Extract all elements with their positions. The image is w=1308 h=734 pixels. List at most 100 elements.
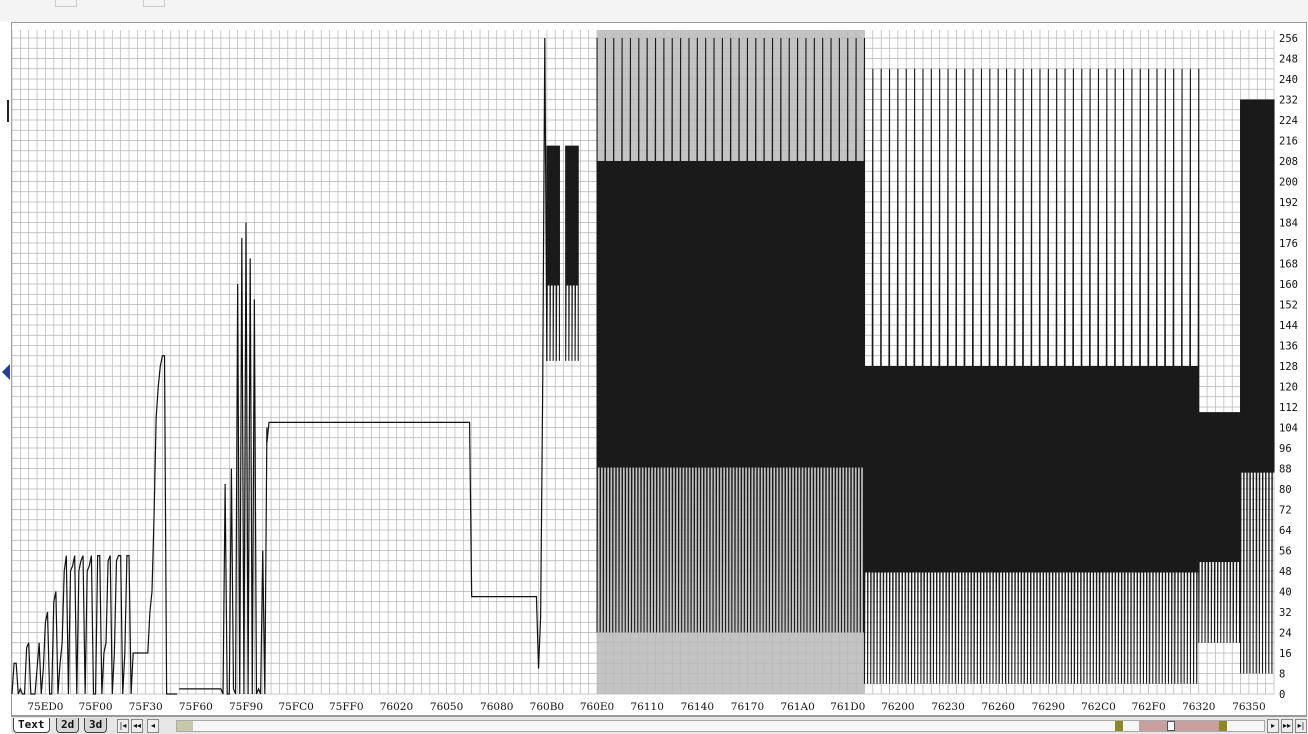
x-tick-label: 75F30 [129, 701, 163, 713]
y-tick-label: 56 [1279, 546, 1292, 558]
y-tick-label: 184 [1279, 218, 1298, 230]
next-button[interactable]: ▸ [1267, 719, 1279, 733]
y-tick-label: 208 [1279, 156, 1298, 168]
prev-button[interactable]: ◂ [147, 719, 159, 733]
y-tick-label: 8 [1279, 669, 1285, 681]
y-axis-ticks: 0 8 16 24 32 40 48 56 64 72 80 88 96 104 112 120 128 136 1… [1279, 33, 1298, 701]
y-tick-label: 160 [1279, 279, 1298, 291]
line-chart: 0 8 16 24 32 40 48 56 64 72 80 88 96 104 112 120 128 136 1… [11, 30, 1298, 714]
next-page-button[interactable]: ▸▸ [1281, 719, 1293, 733]
x-tick-label: 76320 [1182, 701, 1215, 713]
x-tick-label: 760B0 [530, 701, 564, 713]
horizontal-scrollbar[interactable] [176, 720, 1265, 732]
y-tick-label: 80 [1279, 484, 1292, 496]
scroll-segment [1115, 721, 1123, 731]
series-line [537, 37, 548, 669]
x-tick-label: 761A0 [780, 701, 814, 713]
band [1198, 412, 1242, 643]
band-trace [1198, 412, 1242, 643]
y-tick-label: 256 [1279, 33, 1298, 45]
x-tick-label: 76050 [430, 701, 463, 713]
y-tick-label: 16 [1279, 648, 1292, 660]
x-tick-label: 75F60 [179, 701, 213, 713]
x-tick-label: 76110 [630, 701, 663, 713]
tab-3d[interactable]: 3d [84, 718, 108, 733]
y-tick-label: 176 [1279, 238, 1298, 250]
x-tick-label: 76200 [881, 701, 914, 713]
y-tick-label: 72 [1279, 505, 1292, 517]
x-tick-label: 75F90 [229, 701, 263, 713]
y-tick-label: 24 [1279, 628, 1292, 640]
x-tick-label: 76290 [1032, 701, 1065, 713]
top-handle-left [55, 0, 77, 7]
band [863, 68, 1200, 684]
x-tick-label: 75ED0 [27, 701, 63, 713]
band [1240, 99, 1275, 674]
x-tick-label: 76260 [981, 701, 1014, 713]
top-strip [0, 0, 1308, 22]
y-tick-label: 40 [1279, 587, 1292, 599]
x-axis-ticks: 75ED0 75F00 75F30 75F60 75F90 75FC0 75FF0 76020… [12, 696, 1274, 714]
y-tick-label: 200 [1279, 177, 1298, 189]
y-tick-label: 152 [1279, 300, 1298, 312]
top-handle-right [143, 0, 165, 7]
y-tick-label: 88 [1279, 464, 1292, 476]
y-tick-label: 224 [1279, 115, 1298, 127]
series-line [266, 421, 540, 669]
x-tick-label: 75FF0 [329, 701, 364, 713]
tab-2d[interactable]: 2d [56, 718, 80, 733]
y-tick-label: 120 [1279, 382, 1298, 394]
band-trace [546, 145, 560, 361]
y-tick-label: 232 [1279, 95, 1298, 107]
edge-mark [7, 100, 9, 122]
x-tick-label: 75FC0 [278, 701, 313, 713]
scroll-segment [1219, 721, 1227, 731]
band [565, 145, 579, 361]
x-tick-label: 76230 [931, 701, 964, 713]
x-tick-label: 760E0 [580, 701, 614, 713]
y-tick-label: 128 [1279, 361, 1298, 373]
y-tick-label: 144 [1279, 320, 1298, 332]
first-page-button[interactable]: |◂ [117, 719, 129, 733]
y-tick-label: 0 [1279, 689, 1285, 701]
prev-page-button[interactable]: ◂◂ [131, 719, 143, 733]
last-page-button[interactable]: ▸| [1295, 719, 1307, 733]
y-tick-label: 104 [1279, 423, 1298, 435]
data-bands [546, 37, 1275, 684]
band-trace [596, 37, 866, 633]
x-tick-label: 762F0 [1132, 701, 1166, 713]
x-tick-label: 762C0 [1081, 701, 1116, 713]
scroll-thumb[interactable] [1167, 721, 1175, 731]
band-trace [863, 68, 1200, 684]
y-tick-label: 64 [1279, 525, 1292, 537]
y-tick-label: 248 [1279, 54, 1298, 66]
x-tick-label: 76170 [731, 701, 764, 713]
y-tick-label: 168 [1279, 259, 1298, 271]
x-axis-band [12, 696, 1274, 714]
band [596, 37, 866, 633]
x-tick-label: 76080 [480, 701, 513, 713]
series-line [11, 355, 178, 695]
x-tick-label: 76140 [681, 701, 714, 713]
y-tick-label: 136 [1279, 341, 1298, 353]
band-trace [1240, 99, 1275, 674]
scroll-segment [1139, 721, 1219, 731]
data-lines [11, 37, 548, 695]
left-arrow-icon[interactable] [2, 364, 10, 380]
tab-text[interactable]: Text [13, 718, 50, 733]
y-tick-label: 48 [1279, 566, 1292, 578]
y-tick-label: 240 [1279, 74, 1298, 86]
series-line [179, 222, 268, 695]
x-tick-label: 75F00 [79, 701, 113, 713]
y-tick-label: 192 [1279, 197, 1298, 209]
scroll-segment [177, 721, 193, 731]
x-tick-label: 76350 [1232, 701, 1265, 713]
sheet-tab-bar: Text 2d 3d |◂ ◂◂ ◂ ▸ ▸▸ ▸| [11, 716, 1307, 734]
y-tick-label: 112 [1279, 402, 1298, 414]
y-tick-label: 32 [1279, 607, 1292, 619]
band-trace [565, 145, 579, 361]
x-tick-label: 761D0 [830, 701, 865, 713]
x-tick-label: 76020 [380, 701, 413, 713]
y-tick-label: 96 [1279, 443, 1292, 455]
band [546, 145, 560, 361]
